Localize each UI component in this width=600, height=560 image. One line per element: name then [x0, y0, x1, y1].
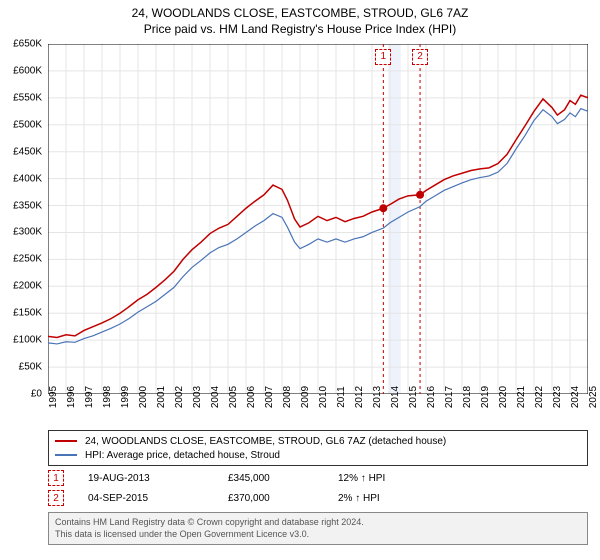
sale-marker-2: 2 — [412, 49, 428, 65]
y-tick-label: £100K — [13, 335, 42, 346]
y-tick-label: £200K — [13, 281, 42, 292]
x-tick-label: 2009 — [300, 386, 311, 408]
legend-label: 24, WOODLANDS CLOSE, EASTCOMBE, STROUD, … — [85, 436, 446, 447]
x-tick-label: 2025 — [588, 386, 599, 408]
x-tick-label: 2013 — [372, 386, 383, 408]
legend-swatch — [55, 454, 77, 456]
sale-marker-1: 1 — [375, 49, 391, 65]
y-tick-label: £400K — [13, 173, 42, 184]
chart-container: 24, WOODLANDS CLOSE, EASTCOMBE, STROUD, … — [0, 0, 600, 560]
chart-subtitle: Price paid vs. HM Land Registry's House … — [0, 22, 600, 38]
x-tick-label: 2023 — [552, 386, 563, 408]
y-tick-label: £500K — [13, 119, 42, 130]
sale-delta: 12% ↑ HPI — [338, 473, 458, 484]
y-tick-label: £450K — [13, 146, 42, 157]
legend-item: HPI: Average price, detached house, Stro… — [55, 448, 581, 462]
x-tick-label: 2010 — [318, 386, 329, 408]
x-tick-label: 2001 — [156, 386, 167, 408]
x-tick-label: 2022 — [534, 386, 545, 408]
footer-license: Contains HM Land Registry data © Crown c… — [48, 512, 588, 545]
sale-date: 04-SEP-2015 — [88, 493, 228, 504]
legend-item: 24, WOODLANDS CLOSE, EASTCOMBE, STROUD, … — [55, 434, 581, 448]
x-tick-label: 2004 — [210, 386, 221, 408]
chart-area: £0£50K£100K£150K£200K£250K£300K£350K£400… — [48, 44, 588, 394]
x-tick-label: 2024 — [570, 386, 581, 408]
x-tick-label: 2018 — [462, 386, 473, 408]
x-tick-label: 2011 — [336, 386, 347, 408]
title-block: 24, WOODLANDS CLOSE, EASTCOMBE, STROUD, … — [0, 0, 600, 37]
line-chart — [48, 44, 588, 394]
x-tick-label: 2017 — [444, 386, 455, 408]
y-tick-label: £650K — [13, 39, 42, 50]
x-tick-label: 2021 — [516, 386, 527, 408]
x-tick-label: 2003 — [192, 386, 203, 408]
y-tick-label: £150K — [13, 308, 42, 319]
x-tick-label: 1999 — [120, 386, 131, 408]
y-tick-label: £300K — [13, 227, 42, 238]
y-tick-label: £250K — [13, 254, 42, 265]
x-tick-label: 1998 — [102, 386, 113, 408]
x-tick-label: 1997 — [84, 386, 95, 408]
footer-line-1: Contains HM Land Registry data © Crown c… — [55, 517, 581, 529]
sale-date: 19-AUG-2013 — [88, 473, 228, 484]
sale-price: £370,000 — [228, 493, 338, 504]
x-tick-label: 2000 — [138, 386, 149, 408]
y-tick-label: £0 — [31, 389, 42, 400]
y-tick-label: £550K — [13, 92, 42, 103]
x-tick-label: 2020 — [498, 386, 509, 408]
x-tick-label: 2007 — [264, 386, 275, 408]
legend: 24, WOODLANDS CLOSE, EASTCOMBE, STROUD, … — [48, 430, 588, 466]
y-tick-label: £50K — [19, 362, 42, 373]
x-tick-label: 2006 — [246, 386, 257, 408]
y-tick-label: £350K — [13, 200, 42, 211]
x-tick-label: 1995 — [48, 386, 59, 408]
x-tick-label: 2019 — [480, 386, 491, 408]
sale-price: £345,000 — [228, 473, 338, 484]
sale-row: 2 04-SEP-2015£370,0002% ↑ HPI — [48, 488, 588, 508]
x-tick-label: 2002 — [174, 386, 185, 408]
sales-table: 1 19-AUG-2013£345,00012% ↑ HPI 2 04-SEP-201… — [48, 468, 588, 508]
x-tick-label: 1996 — [66, 386, 77, 408]
legend-label: HPI: Average price, detached house, Stro… — [85, 450, 280, 461]
sale-marker-icon: 1 — [48, 470, 64, 486]
x-tick-label: 2008 — [282, 386, 293, 408]
y-tick-label: £600K — [13, 65, 42, 76]
legend-swatch — [55, 440, 77, 442]
x-tick-label: 2005 — [228, 386, 239, 408]
x-tick-label: 2012 — [354, 386, 365, 408]
chart-title: 24, WOODLANDS CLOSE, EASTCOMBE, STROUD, … — [0, 6, 600, 22]
sale-marker-icon: 2 — [48, 490, 64, 506]
x-tick-label: 2016 — [426, 386, 437, 408]
sale-row: 1 19-AUG-2013£345,00012% ↑ HPI — [48, 468, 588, 488]
x-tick-label: 2014 — [390, 386, 401, 408]
sale-delta: 2% ↑ HPI — [338, 493, 458, 504]
footer-line-2: This data is licensed under the Open Gov… — [55, 529, 581, 541]
x-tick-label: 2015 — [408, 386, 419, 408]
